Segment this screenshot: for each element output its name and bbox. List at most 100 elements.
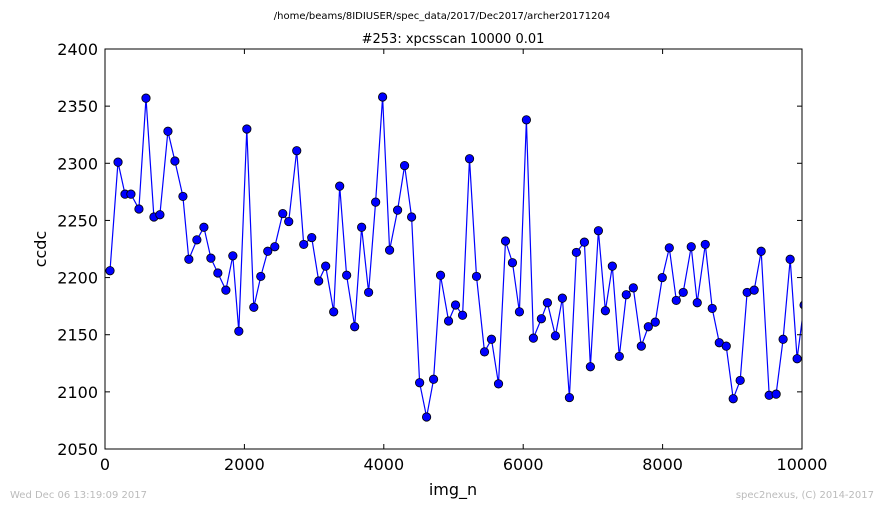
data-point	[514, 307, 525, 317]
y-tick-label: 2050	[57, 440, 98, 459]
data-point	[329, 307, 339, 317]
data-point	[636, 341, 646, 351]
x-tick-label: 0	[100, 455, 110, 474]
data-point	[292, 146, 302, 156]
data-point	[342, 270, 352, 280]
plot-frame	[104, 48, 803, 450]
data-point	[234, 326, 244, 336]
y-tick-label: 2200	[57, 269, 98, 288]
data-point	[486, 334, 497, 344]
data-point	[471, 271, 482, 282]
data-point	[664, 243, 674, 253]
data-point	[364, 287, 374, 298]
series-layer	[105, 92, 802, 422]
footer-credit: spec2nexus, (C) 2014-2017	[736, 490, 874, 501]
data-point	[113, 157, 123, 167]
data-point	[792, 354, 802, 364]
chart-title: #253: xpcsscan 10000 0.01	[362, 32, 545, 47]
data-point	[163, 126, 173, 136]
x-axis-label: img_n	[429, 480, 477, 500]
data-point	[650, 317, 660, 327]
data-point	[335, 181, 345, 191]
data-point	[785, 254, 795, 264]
ticks-layer: 0 2000 4000 6000 8000 10000 2050 2100 2150 2200 22…	[57, 40, 827, 474]
data-point	[155, 210, 165, 220]
data-point	[270, 242, 280, 252]
data-point	[671, 295, 681, 306]
data-point	[700, 239, 710, 250]
data-point	[371, 197, 381, 207]
data-point	[278, 208, 288, 219]
data-point	[263, 246, 273, 256]
data-point	[579, 237, 589, 247]
data-point	[799, 300, 802, 310]
data-point	[314, 276, 324, 286]
x-tick-label: 8000	[642, 455, 683, 474]
data-point	[184, 254, 194, 264]
x-tick-label: 2000	[224, 455, 265, 474]
data-point	[435, 270, 446, 280]
data-point	[721, 341, 731, 351]
data-point	[657, 272, 667, 283]
y-tick-label: 2150	[57, 326, 98, 345]
data-point	[393, 205, 403, 215]
data-point	[350, 322, 360, 332]
y-axis-label: ccdc	[31, 231, 50, 268]
x-tick-label: 4000	[363, 455, 404, 474]
data-point	[134, 204, 144, 214]
data-point	[199, 222, 209, 232]
data-point	[593, 226, 604, 236]
data-point	[507, 258, 518, 268]
data-point	[321, 261, 331, 271]
data-point	[384, 245, 395, 255]
y-tick-label: 2400	[57, 40, 98, 59]
data-point	[564, 392, 575, 403]
series-line	[109, 96, 802, 418]
data-point	[686, 242, 696, 252]
data-point	[614, 351, 624, 362]
data-point	[192, 235, 202, 245]
y-tick-label: 2100	[57, 383, 98, 402]
data-point	[707, 303, 717, 314]
data-point	[628, 283, 638, 293]
data-point	[528, 333, 538, 343]
data-point	[105, 266, 115, 276]
data-point	[756, 246, 766, 256]
data-point	[450, 300, 461, 310]
data-point	[521, 115, 532, 125]
data-point	[443, 316, 454, 326]
data-point	[735, 375, 745, 386]
data-point	[600, 306, 610, 316]
path-title: /home/beams/8IDIUSER/spec_data/2017/Dec2…	[274, 11, 610, 22]
data-point	[421, 412, 432, 422]
data-point	[228, 251, 238, 261]
data-point	[206, 253, 216, 263]
data-point	[249, 302, 259, 312]
data-point	[399, 160, 410, 171]
data-point	[585, 362, 595, 372]
data-point	[621, 290, 631, 300]
data-point	[771, 389, 781, 399]
footer-timestamp: Wed Dec 06 13:19:09 2017	[10, 490, 147, 501]
data-point	[500, 236, 511, 246]
data-point	[536, 314, 546, 324]
data-point	[407, 212, 417, 222]
data-point	[607, 261, 617, 271]
data-point	[221, 285, 231, 295]
data-point	[284, 216, 294, 227]
data-point	[643, 322, 653, 332]
data-point	[307, 232, 317, 243]
data-point	[242, 124, 252, 134]
data-point	[571, 247, 581, 258]
data-point	[299, 239, 309, 250]
data-point	[749, 285, 759, 295]
data-point	[357, 222, 367, 232]
data-point	[479, 347, 490, 357]
data-point	[542, 298, 552, 308]
data-point	[178, 191, 188, 202]
data-point	[428, 374, 439, 384]
x-tick-label: 6000	[503, 455, 544, 474]
data-point	[415, 378, 425, 388]
data-point	[126, 189, 136, 199]
data-point	[778, 334, 788, 344]
